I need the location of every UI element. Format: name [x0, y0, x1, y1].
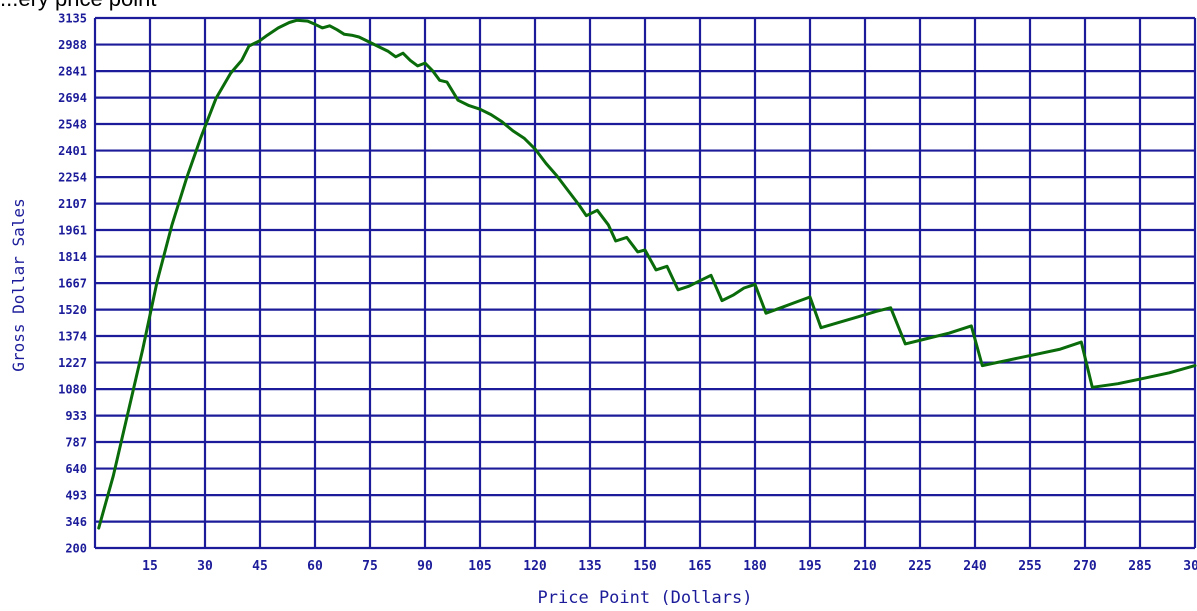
x-tick-label: 255 — [1018, 559, 1041, 574]
x-tick-label: 165 — [688, 559, 711, 574]
x-tick-label: 105 — [468, 559, 491, 574]
x-tick-label: 180 — [743, 559, 767, 574]
y-tick-label: 2254 — [58, 171, 87, 185]
x-tick-label: 75 — [362, 559, 378, 574]
y-tick-label: 2988 — [58, 38, 87, 52]
y-tick-label: 2548 — [58, 118, 87, 132]
y-tick-label: 1520 — [58, 303, 87, 317]
x-tick-label: 120 — [523, 559, 547, 574]
x-tick-label: 135 — [578, 559, 601, 574]
x-tick-label: 90 — [417, 559, 433, 574]
x-tick-label: 240 — [963, 559, 987, 574]
y-tick-label: 2841 — [58, 65, 87, 79]
series — [97, 18, 1197, 530]
x-tick-label: 285 — [1128, 559, 1151, 574]
x-tick-label: 60 — [307, 559, 323, 574]
y-tick-label: 200 — [65, 542, 87, 556]
y-tick-label: 346 — [65, 515, 87, 529]
y-tick-label: 2694 — [58, 91, 87, 105]
y-tick-label: 1227 — [58, 356, 87, 370]
y-tick-label: 1814 — [58, 250, 87, 264]
x-axis-label: Price Point (Dollars) — [538, 588, 753, 606]
series-line — [97, 18, 1197, 530]
y-tick-label: 640 — [65, 462, 87, 476]
chart-caption: ...ery price point — [0, 0, 157, 12]
y-tick-labels: 200 346 493 640 787 933 1080 1227 1374 1520 1667 18… — [58, 12, 87, 556]
y-tick-label: 1961 — [58, 224, 87, 238]
y-tick-label: 1667 — [58, 277, 87, 291]
x-tick-label: 300 — [1183, 559, 1197, 574]
x-tick-label: 15 — [142, 559, 158, 574]
y-tick-label: 2107 — [58, 197, 87, 211]
y-tick-label: 933 — [65, 409, 87, 423]
x-tick-label: 270 — [1073, 559, 1097, 574]
x-tick-label: 210 — [853, 559, 877, 574]
x-tick-label: 225 — [908, 559, 931, 574]
y-tick-label: 2401 — [58, 144, 87, 158]
y-tick-label: 3135 — [58, 12, 87, 26]
x-tick-labels: 15 30 45 60 75 90 105 120 135 150 165 180 195 210 225 2… — [142, 559, 1197, 574]
x-tick-label: 195 — [798, 559, 821, 574]
x-tick-label: 30 — [197, 559, 213, 574]
y-axis-label: Gross Dollar Sales — [9, 198, 28, 371]
y-tick-label: 1374 — [58, 330, 87, 344]
y-tick-label: 787 — [65, 436, 87, 450]
grid — [93, 16, 1197, 550]
x-tick-label: 45 — [252, 559, 268, 574]
y-tick-label: 493 — [65, 489, 87, 503]
x-tick-label: 150 — [633, 559, 657, 574]
y-tick-label: 1080 — [58, 383, 87, 397]
